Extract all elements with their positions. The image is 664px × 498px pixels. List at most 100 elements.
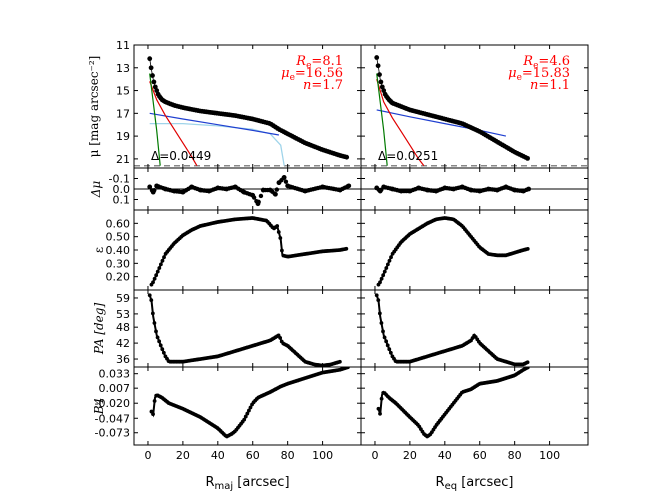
plot-area: [361, 184, 588, 194]
y-tick-label: -0.047: [95, 412, 130, 425]
y-tick-label: 42: [116, 337, 130, 350]
residual-point: [520, 188, 526, 194]
x-tick-label: 60: [246, 449, 260, 462]
x-tick-label: 20: [176, 449, 190, 462]
residual-point: [459, 184, 465, 190]
plot-area: [374, 293, 530, 367]
plot-area: [149, 367, 350, 439]
residual-point: [468, 187, 474, 193]
residual-point: [189, 184, 195, 190]
y-tick-label: 48: [116, 321, 130, 334]
residual-point: [407, 188, 413, 194]
residual-point: [433, 188, 439, 194]
residual-point: [374, 185, 380, 191]
y-tick-label: 0.60: [106, 217, 131, 230]
residual-point: [377, 188, 383, 194]
y-axis-label-pa: PA [deg]: [92, 303, 106, 356]
residual-point: [390, 186, 395, 192]
nucleus-component-line: [376, 73, 388, 166]
residual-point: [206, 188, 212, 194]
plot-area: [149, 216, 349, 287]
residual-point: [154, 183, 160, 189]
residual-point: [232, 184, 238, 190]
panel-eps-col2: [360, 209, 589, 291]
y-axis-label-dmu: Δμ: [89, 181, 103, 199]
delta-annotation: Δ=0.0251: [378, 149, 438, 163]
bulge-component-line: [376, 79, 425, 167]
eps-profile-line: [150, 216, 348, 286]
re-annotation: Re=4.6: [522, 54, 570, 71]
x-tick-label: 0: [144, 449, 151, 462]
y-tick-label: 59: [116, 292, 130, 305]
residual-point: [163, 186, 168, 192]
residual-point: [494, 187, 500, 193]
residual-point: [171, 188, 177, 194]
n-annotation: n=1.1: [530, 78, 570, 93]
y-axis-label-b4: B4: [92, 398, 106, 415]
panel-dmu-col2: [360, 167, 589, 211]
residual-point: [416, 185, 422, 191]
x-axis-label: Req [arcsec]: [436, 475, 514, 492]
residual-point: [250, 192, 256, 198]
residual-point: [486, 186, 491, 192]
y-tick-label: 0.40: [106, 244, 131, 257]
plot-area: [376, 367, 530, 439]
nucleus-component-line: [149, 73, 161, 166]
residual-point: [381, 184, 387, 190]
mu-model-line: [376, 57, 529, 160]
y-tick-label: -0.020: [95, 397, 130, 410]
panel-eps-col1: 0.200.300.400.500.60: [106, 209, 362, 291]
residual-point: [281, 175, 287, 180]
eps-profile-line: [377, 216, 529, 286]
mue-annotation: μe=16.56: [281, 66, 343, 83]
y-tick-label: 0.1: [113, 194, 131, 207]
residual-point: [255, 201, 261, 207]
y-tick-label: 53: [116, 308, 130, 321]
fit-annotation: Re=4.6μe=15.83n=1.1 Δ=0.0251: [378, 54, 570, 163]
y-axis-label-mu: μ [mag arcsec⁻²]: [87, 56, 101, 158]
residual-point: [241, 189, 247, 195]
y-tick-label: 17: [116, 107, 130, 120]
fit-annotation: Re=8.1μe=16.56n=1.7 Δ=0.0449: [151, 54, 343, 163]
residual-point: [260, 187, 266, 193]
disk-component-line: [149, 112, 280, 136]
panel-frame: [360, 366, 589, 446]
y-tick-label: 0.0: [113, 183, 131, 196]
residual-point: [302, 188, 308, 194]
residual-point: [180, 189, 186, 195]
residual-point: [283, 179, 289, 184]
x-axis-label: Rmaj [arcsec]: [205, 475, 289, 492]
y-tick-label: 11: [116, 39, 130, 52]
residual-point: [477, 188, 483, 194]
x-tick-label: 0: [371, 449, 378, 462]
residual-point: [285, 183, 291, 189]
residual-point: [276, 180, 282, 186]
b4-profile-line: [150, 367, 350, 438]
panel-frame: [133, 289, 362, 368]
residual-point: [346, 183, 352, 189]
residual-point: [451, 186, 456, 192]
plot-area: [134, 56, 361, 167]
y-tick-label: 0.033: [99, 368, 131, 381]
residual-point: [258, 193, 264, 199]
y-tick-label: 15: [116, 85, 130, 98]
y-tick-label: -0.073: [95, 427, 130, 440]
disk-component-line: [376, 109, 507, 137]
residual-point: [267, 187, 273, 193]
x-tick-label: 60: [473, 449, 487, 462]
residual-point: [398, 188, 404, 194]
delta-annotation: Δ=0.0449: [151, 149, 211, 163]
mue-annotation: μe=15.83: [508, 66, 570, 83]
plot-area: [147, 293, 342, 367]
panel-frame: [133, 366, 362, 446]
y-tick-label: 0.30: [106, 257, 131, 270]
residual-point: [442, 185, 448, 191]
panel-b4-col2: 0 20 40 60 80 100: [360, 366, 589, 462]
y-tick-label: 13: [116, 62, 130, 75]
plot-area: [361, 55, 588, 167]
plot-area: [376, 216, 530, 287]
panel-dmu-col1: -0.10.00.1: [109, 167, 362, 211]
pa-profile-line: [148, 294, 341, 367]
